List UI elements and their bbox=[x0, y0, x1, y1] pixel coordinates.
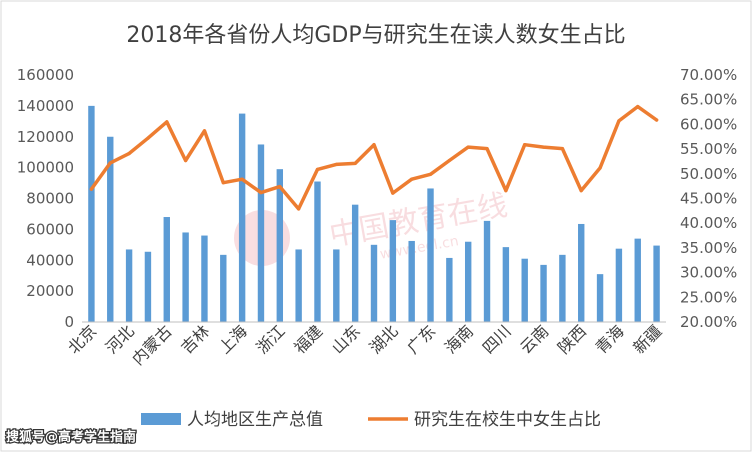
line-point bbox=[598, 166, 602, 170]
bar bbox=[502, 247, 510, 322]
bar bbox=[257, 144, 265, 322]
bar bbox=[596, 274, 604, 322]
right-axis-tick-label: 35.00% bbox=[680, 239, 737, 257]
line-point bbox=[391, 191, 395, 195]
bar bbox=[144, 251, 152, 322]
bar bbox=[634, 238, 641, 322]
bar bbox=[295, 249, 302, 322]
bar bbox=[238, 113, 246, 322]
left-axis-tick-label: 20000 bbox=[26, 282, 74, 300]
left-axis-tick-label: 100000 bbox=[17, 159, 74, 177]
left-axis-tick-label: 60000 bbox=[26, 220, 74, 238]
left-axis-tick-label: 0 bbox=[64, 313, 74, 331]
line-point bbox=[560, 147, 564, 151]
line-point bbox=[297, 207, 301, 211]
bar bbox=[427, 188, 434, 322]
line-point bbox=[410, 177, 414, 181]
line-point bbox=[541, 145, 546, 149]
line-point bbox=[428, 172, 433, 176]
line-point bbox=[617, 119, 621, 123]
line-point bbox=[447, 158, 451, 163]
line-point bbox=[466, 145, 470, 149]
line-point bbox=[221, 181, 225, 185]
bar bbox=[446, 257, 453, 322]
line-point bbox=[523, 143, 527, 147]
watermark-text: 搜狐号@高考学生指南 bbox=[6, 429, 136, 445]
line-point bbox=[89, 187, 94, 191]
bar bbox=[182, 232, 189, 322]
bar bbox=[333, 249, 340, 322]
bar bbox=[389, 220, 397, 322]
line-point bbox=[372, 143, 376, 147]
left-axis-tick-label: 40000 bbox=[26, 251, 74, 269]
right-axis-tick-label: 70.00% bbox=[680, 66, 737, 84]
line-point bbox=[485, 147, 489, 151]
bar bbox=[314, 181, 321, 322]
line-point bbox=[184, 158, 188, 163]
left-axis-tick-label: 160000 bbox=[17, 66, 74, 84]
line-point bbox=[127, 151, 131, 156]
line-point bbox=[353, 161, 357, 166]
chart-title: 2018年各省份人均GDP与研究生在读人数女生占比 bbox=[126, 23, 625, 48]
line-point bbox=[259, 190, 263, 195]
line-point bbox=[579, 188, 583, 193]
right-axis-tick-label: 40.00% bbox=[680, 214, 737, 232]
right-axis-tick-label: 30.00% bbox=[680, 264, 737, 282]
line-point bbox=[334, 162, 338, 167]
line-point bbox=[315, 167, 320, 171]
left-axis-tick-label: 120000 bbox=[17, 128, 74, 146]
bar bbox=[88, 105, 95, 322]
bar bbox=[653, 245, 660, 322]
right-axis-tick-label: 55.00% bbox=[680, 140, 737, 158]
legend-bar-swatch bbox=[141, 413, 181, 425]
bar bbox=[559, 254, 566, 322]
bar bbox=[540, 264, 547, 322]
bar bbox=[521, 258, 528, 322]
right-axis-tick-label: 65.00% bbox=[680, 91, 737, 109]
legend-bar-label: 人均地区生产总值 bbox=[187, 410, 323, 430]
line-point bbox=[504, 188, 508, 193]
right-axis-tick-label: 50.00% bbox=[680, 165, 737, 183]
bar bbox=[201, 235, 208, 322]
bar bbox=[483, 220, 491, 322]
bar bbox=[351, 204, 359, 322]
right-axis-tick-label: 25.00% bbox=[680, 288, 737, 306]
bar bbox=[370, 244, 378, 322]
bar bbox=[107, 136, 114, 322]
right-axis-tick-label: 20.00% bbox=[680, 313, 737, 331]
right-axis-tick-label: 60.00% bbox=[680, 115, 737, 133]
bar bbox=[125, 249, 133, 322]
left-axis-tick-label: 140000 bbox=[17, 97, 74, 115]
bar bbox=[220, 254, 227, 322]
bar bbox=[615, 248, 623, 322]
line-point bbox=[240, 177, 244, 181]
line-point bbox=[146, 136, 150, 140]
line-point bbox=[654, 118, 659, 122]
line-point bbox=[278, 185, 282, 189]
bar bbox=[464, 241, 472, 322]
right-axis-tick-label: 45.00% bbox=[680, 190, 737, 208]
bar bbox=[578, 223, 585, 322]
left-axis-tick-label: 80000 bbox=[26, 190, 74, 208]
line-point bbox=[202, 129, 207, 133]
bar bbox=[408, 240, 415, 322]
line-point bbox=[108, 161, 112, 165]
line-point bbox=[636, 105, 640, 109]
line-point bbox=[165, 120, 169, 124]
bar bbox=[163, 217, 170, 322]
legend-line-label: 研究生在校生中女生占比 bbox=[414, 410, 601, 430]
bar bbox=[276, 169, 284, 322]
legend: 人均地区生产总值 研究生在校生中女生占比 bbox=[141, 410, 601, 430]
